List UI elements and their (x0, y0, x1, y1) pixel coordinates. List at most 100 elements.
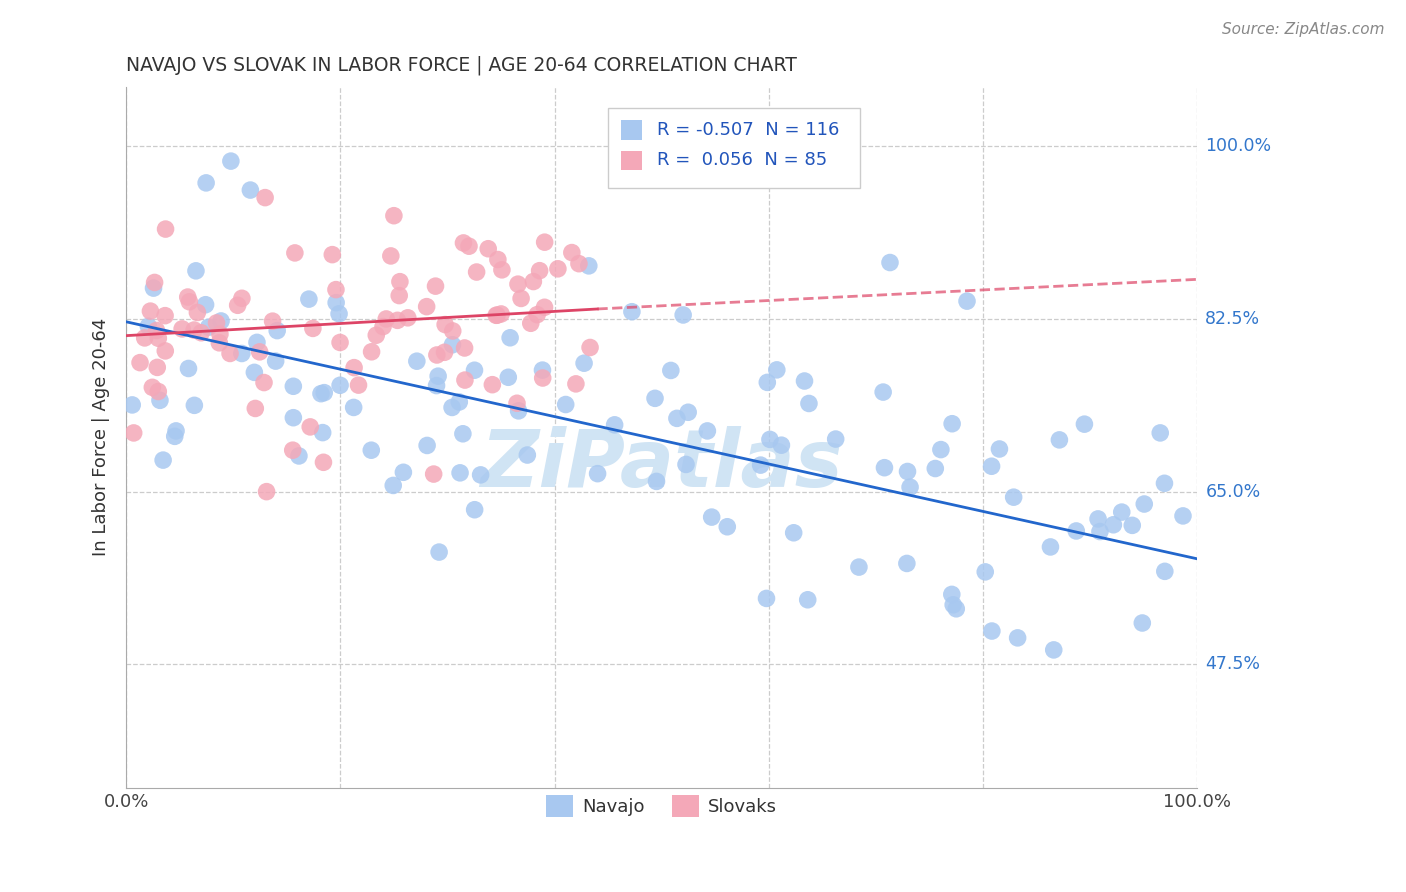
Point (458, 239, 481, 253)
Point (603, 417, 626, 432)
Point (129, 356, 152, 370)
Point (266, 324, 288, 338)
Point (526, 308, 548, 322)
Point (283, 379, 305, 393)
Point (1039, 540, 1062, 554)
Point (314, 385, 336, 400)
Point (343, 401, 366, 415)
Point (284, 246, 307, 260)
Point (1153, 476, 1175, 491)
Point (896, 465, 918, 479)
Point (183, 398, 205, 412)
Point (427, 369, 450, 384)
Point (415, 300, 437, 314)
Point (520, 316, 543, 330)
Point (924, 461, 946, 475)
Point (464, 502, 486, 516)
Point (329, 378, 352, 392)
Point (152, 453, 174, 467)
Point (516, 448, 538, 462)
Point (645, 475, 668, 489)
Point (288, 449, 311, 463)
Point (392, 465, 415, 479)
Point (941, 587, 963, 601)
Point (219, 154, 242, 169)
Point (434, 318, 457, 332)
Point (554, 398, 576, 412)
Point (1102, 517, 1125, 532)
Point (141, 380, 163, 394)
Point (405, 354, 427, 368)
Point (477, 242, 499, 256)
Point (298, 292, 321, 306)
Point (956, 294, 979, 309)
Point (873, 460, 896, 475)
Text: Source: ZipAtlas.com: Source: ZipAtlas.com (1222, 22, 1385, 37)
Point (360, 344, 382, 359)
Point (142, 281, 165, 295)
Point (246, 335, 269, 350)
Point (793, 374, 815, 388)
Point (312, 455, 335, 469)
Point (770, 438, 793, 452)
Point (675, 458, 697, 472)
Point (529, 263, 551, 277)
Point (143, 276, 166, 290)
Point (380, 249, 402, 263)
Point (755, 591, 778, 606)
Point (138, 319, 160, 334)
Point (329, 335, 352, 350)
Point (375, 312, 398, 326)
Point (145, 324, 167, 338)
Point (700, 510, 723, 524)
Point (134, 331, 156, 345)
Point (879, 255, 901, 269)
Point (1064, 524, 1087, 538)
Point (172, 322, 194, 336)
Point (186, 305, 208, 319)
Point (1073, 417, 1095, 432)
Text: ZiPatlas: ZiPatlas (481, 426, 844, 504)
Point (510, 292, 533, 306)
Point (197, 320, 219, 334)
Point (155, 343, 177, 358)
Text: 82.5%: 82.5% (1205, 310, 1261, 328)
Point (371, 319, 394, 334)
Point (146, 360, 169, 375)
Point (165, 424, 187, 438)
Text: NAVAJO VS SLOVAK IN LABOR FORCE | AGE 20-64 CORRELATION CHART: NAVAJO VS SLOVAK IN LABOR FORCE | AGE 20… (127, 55, 797, 75)
Point (941, 417, 963, 431)
Point (572, 356, 595, 370)
Point (231, 291, 253, 305)
Point (360, 443, 382, 458)
Point (1111, 505, 1133, 519)
Point (797, 396, 820, 410)
Point (945, 602, 967, 616)
Point (347, 378, 370, 392)
Point (328, 307, 350, 321)
Point (208, 327, 231, 342)
Point (1087, 512, 1109, 526)
Point (208, 335, 231, 350)
Point (453, 341, 475, 355)
Point (481, 377, 503, 392)
Point (759, 433, 782, 447)
Point (749, 458, 772, 472)
Point (299, 420, 322, 434)
Y-axis label: In Labor Force | Age 20-64: In Labor Force | Age 20-64 (93, 318, 110, 557)
Point (486, 308, 509, 322)
Point (506, 277, 529, 292)
Point (586, 467, 609, 481)
FancyBboxPatch shape (609, 108, 859, 188)
Point (578, 259, 600, 273)
Point (766, 363, 789, 377)
Point (425, 378, 447, 392)
Point (194, 298, 217, 312)
Point (249, 344, 271, 359)
Point (498, 370, 520, 384)
Point (139, 304, 162, 318)
Point (177, 361, 200, 376)
Point (416, 438, 439, 452)
Point (388, 288, 411, 302)
Point (848, 560, 870, 574)
